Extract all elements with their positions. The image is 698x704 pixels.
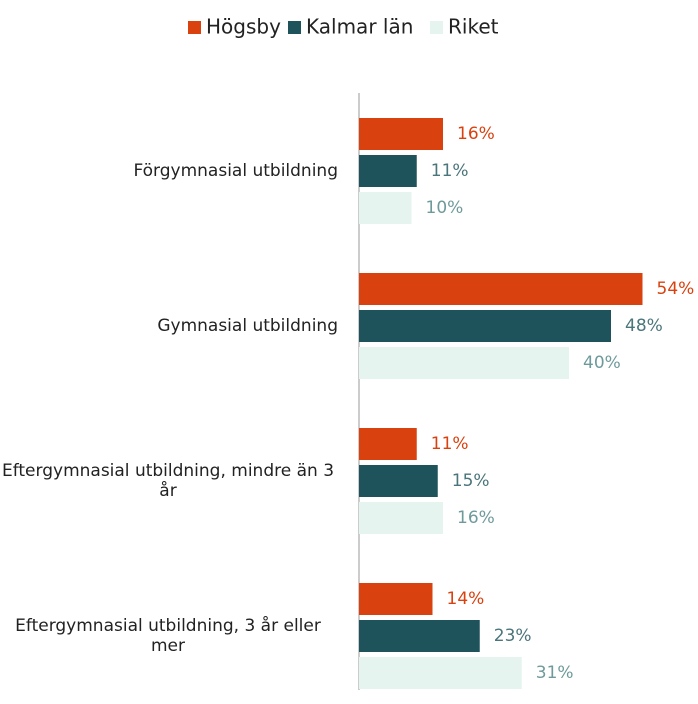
value-label: 48% [625, 316, 663, 336]
value-label: 11% [431, 434, 469, 454]
bar [359, 502, 443, 534]
bar [359, 428, 417, 460]
value-label: 54% [657, 279, 695, 299]
category-label: Eftergymnasial utbildning, 3 år eller me… [0, 583, 338, 689]
value-label: 11% [431, 161, 469, 181]
legend-swatch [288, 21, 301, 34]
category-text: Förgymnasial utbildning [133, 161, 338, 181]
category-label: Förgymnasial utbildning [0, 118, 338, 224]
category-label: Gymnasial utbildning [0, 273, 338, 379]
category-text: Eftergymnasial utbildning, mindre än 3 å… [1, 461, 335, 501]
legend-label: Högsby [206, 15, 281, 39]
legend-swatch [188, 21, 201, 34]
bar [359, 583, 433, 615]
legend-label: Riket [448, 15, 499, 39]
bar [359, 657, 522, 689]
category-text: Eftergymnasial utbildning, 3 år eller me… [15, 616, 321, 656]
value-label: 10% [426, 198, 464, 218]
value-label: 14% [447, 589, 485, 609]
bar [359, 273, 643, 305]
bar [359, 465, 438, 497]
value-label: 31% [536, 663, 574, 683]
value-label: 40% [583, 353, 621, 373]
bar [359, 118, 443, 150]
category-label: Eftergymnasial utbildning, mindre än 3 å… [0, 428, 338, 534]
bar [359, 620, 480, 652]
bar [359, 155, 417, 187]
value-label: 23% [494, 626, 532, 646]
category-text: Gymnasial utbildning [157, 316, 338, 336]
bar [359, 347, 569, 379]
bar [359, 310, 611, 342]
legend-label: Kalmar län [306, 15, 413, 39]
bar [359, 192, 412, 224]
legend-swatch [430, 21, 443, 34]
value-label: 16% [457, 508, 495, 528]
value-label: 15% [452, 471, 490, 491]
value-label: 16% [457, 124, 495, 144]
